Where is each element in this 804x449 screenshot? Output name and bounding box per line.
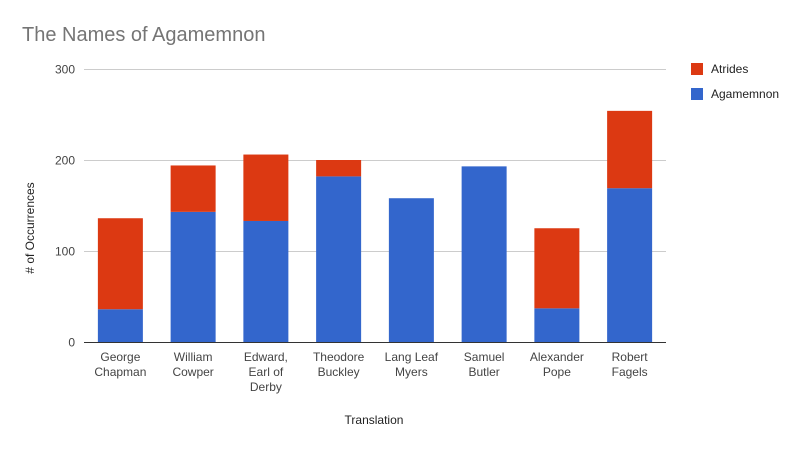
y-tick-label: 100 [55, 245, 75, 259]
y-tick-label: 300 [55, 63, 75, 77]
x-tick-label: Theodore Buckley [313, 350, 365, 379]
bar-agamemnon [316, 176, 362, 342]
bar-atrides [170, 165, 216, 212]
y-tick-labels: 0 100 200 300 [55, 63, 75, 350]
bar-agamemnon [243, 220, 289, 342]
x-tick-label: George Chapman [94, 350, 146, 379]
bar-agamemnon [461, 166, 507, 342]
legend-swatch-atrides [691, 63, 703, 75]
bar-atrides [243, 154, 289, 221]
bar-agamemnon [170, 211, 216, 342]
bar-atrides [316, 160, 362, 177]
x-tick-label: Alexander Pope [530, 350, 584, 379]
legend: Atrides Agamemnon [691, 62, 779, 101]
legend-label-atrides: Atrides [711, 62, 748, 76]
y-axis-label: # of Occurrences [23, 182, 37, 273]
bar-atrides [534, 228, 580, 309]
x-tick-label: Robert Fagels [612, 350, 649, 379]
bar-agamemnon [97, 309, 143, 342]
x-tick-label: Lang Leaf Myers [385, 350, 439, 379]
bars [97, 110, 653, 342]
legend-swatch-agamemnon [691, 88, 703, 100]
y-tick-label: 0 [68, 336, 75, 350]
y-tick-label: 200 [55, 154, 75, 168]
chart-title: The Names of Agamemnon [22, 24, 265, 46]
x-tick-labels: George Chapman William Cowper Edward, Earl of… [94, 350, 648, 394]
x-axis-label: Translation [345, 413, 404, 427]
bar-agamemnon [534, 308, 580, 342]
bar-agamemnon [607, 188, 653, 342]
legend-label-agamemnon: Agamemnon [711, 87, 779, 101]
x-tick-label: William Cowper [172, 350, 213, 379]
x-tick-label: Edward, Earl of Derby [244, 350, 288, 394]
bar-atrides [97, 218, 143, 310]
x-tick-label: Samuel Butler [464, 350, 505, 379]
bar-atrides [607, 110, 653, 189]
bar-agamemnon [388, 198, 434, 342]
